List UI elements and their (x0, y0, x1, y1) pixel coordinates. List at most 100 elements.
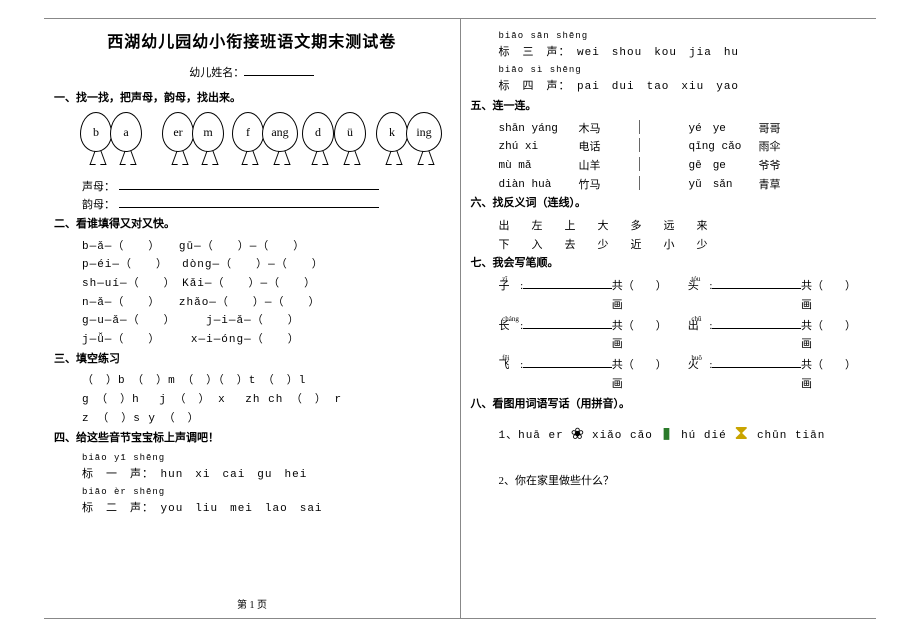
s1-heading: 一、找一找，把声母，韵母，找出来。 (54, 89, 450, 108)
s7-blank[interactable] (523, 318, 612, 329)
s7-row: 长cháng: 共（ ）画 出chū: 共（ ）画 (499, 317, 867, 354)
s5-word: 电话 (579, 138, 629, 157)
s5-pinyin: yǔ sǎn (689, 176, 759, 195)
s7-blank[interactable] (712, 357, 801, 368)
s7-row: 子zǐ: 共（ ）画 头tóu: 共（ ）画 (499, 277, 867, 314)
page-footer: 第 1 页 (44, 597, 460, 614)
s5-pinyin: shān yáng (499, 120, 579, 139)
shengmu-label: 声母： (82, 181, 115, 193)
s5-sep (639, 176, 679, 190)
s5-word: 爷爷 (759, 157, 809, 176)
title: 西湖幼儿园幼小衔接班语文期末测试卷 (54, 29, 450, 56)
balloon-tail (317, 151, 328, 165)
s4-text: 标 四 声： pai dui tao xiu yao (471, 78, 867, 97)
s5-word: 木马 (579, 120, 629, 139)
s7-gong: 共（ ）画 (801, 277, 866, 314)
balloon: ü (334, 112, 366, 152)
s5-word: 山羊 (579, 157, 629, 176)
s8-word: 1、huā er (499, 430, 564, 442)
s8-heading: 八、看图用词语写话（用拼音）。 (471, 395, 867, 414)
balloon-tail (349, 151, 360, 165)
balloon: ang (262, 112, 298, 152)
s5-word: 竹马 (579, 176, 629, 195)
balloon: k (376, 112, 408, 152)
balloon-tail (125, 151, 136, 165)
s5-row: diàn huà竹马 yǔ sǎn青草 (499, 176, 867, 195)
balloon: ing (406, 112, 442, 152)
s5-pinyin: gē ge (689, 157, 759, 176)
balloon-tail (423, 151, 434, 165)
s4-heading: 四、给这些音节宝宝标上声调吧！ (54, 429, 450, 448)
s2-row: b—ǎ—（ ） gū—（ ）—（ ） (54, 238, 450, 257)
shengmu-blank[interactable] (119, 179, 379, 190)
s4-pinyin: biāo yī shēng (54, 451, 450, 466)
s5-row: shān yáng木马 yé ye哥哥 (499, 120, 867, 139)
s8-line2: 2、你在家里做些什么？ (471, 472, 867, 491)
balloon: m (192, 112, 224, 152)
s5-word: 雨伞 (759, 138, 809, 157)
s4-text: 标 一 声： hun xi cai gu hei (54, 466, 450, 485)
s7-row: 飞fēi: 共（ ）画 火huǒ: 共（ ）画 (499, 356, 867, 393)
s2-row: g—u—ǎ—（ ） j—i—ǎ—（ ） (54, 312, 450, 331)
balloon: f (232, 112, 264, 152)
s7-blank[interactable] (523, 278, 612, 289)
s5-row: mù mǎ山羊 gē ge爷爷 (499, 157, 867, 176)
s2-heading: 二、看谁填得又对又快。 (54, 215, 450, 234)
balloon: d (302, 112, 334, 152)
grass-icon: ▮ (660, 423, 673, 446)
s6-row: 下 入 去 少 近 小 少 (471, 236, 867, 255)
s7-blank[interactable] (712, 318, 801, 329)
name-line: 幼儿姓名： (54, 64, 450, 83)
s7-blank[interactable] (523, 357, 612, 368)
s7-gong: 共（ ）画 (612, 277, 677, 314)
s6-row: 出 左 上 大 多 远 来 (471, 217, 867, 236)
s5-word: 哥哥 (759, 120, 809, 139)
butterfly-icon: ⧗ (734, 423, 749, 446)
s8-word: chūn tiān (757, 430, 825, 442)
s5-pinyin: qīng cǎo (689, 138, 759, 157)
flower-icon: ❀ (571, 423, 584, 446)
name-blank[interactable] (244, 65, 314, 76)
balloon-tail (177, 151, 188, 165)
s3-row: g （ ）h j （ ） x zh ch （ ） r (54, 391, 450, 410)
s5-row: zhú xi电话 qīng cǎo雨伞 (499, 138, 867, 157)
s7-blank[interactable] (712, 278, 801, 289)
s7-gong: 共（ ）画 (801, 317, 866, 354)
left-column: 西湖幼儿园幼小衔接班语文期末测试卷 幼儿姓名： 一、找一找，把声母，韵母，找出来… (44, 19, 460, 618)
s8-line1: 1、huā er ❀ xiǎo cǎo ▮ hú dié ⧗ chūn tiān (471, 418, 867, 452)
yunmu-line: 韵母： (54, 196, 450, 215)
name-label: 幼儿姓名： (189, 67, 244, 79)
s7-gong: 共（ ）画 (612, 356, 677, 393)
balloon: b (80, 112, 112, 152)
s2-row: p—éi—（ ） dòng—（ ）—（ ） (54, 256, 450, 275)
balloon: a (110, 112, 142, 152)
balloon-tail (279, 151, 290, 165)
s5-pinyin: zhú xi (499, 138, 579, 157)
balloon-tail (247, 151, 258, 165)
s4-text: 标 二 声： you liu mei lao sai (54, 500, 450, 519)
balloon: er (162, 112, 194, 152)
s7-gong: 共（ ）画 (801, 356, 866, 393)
s5-sep (639, 120, 679, 134)
s2-row: n—ǎ—（ ） zhǎo—（ ）—（ ） (54, 294, 450, 313)
s8-word: hú dié (681, 430, 727, 442)
yunmu-blank[interactable] (119, 197, 379, 208)
balloon-tail (95, 151, 106, 165)
s4-pinyin: biāo sān shēng (471, 29, 867, 44)
balloon-tail (207, 151, 218, 165)
s5-pinyin: mù mǎ (499, 157, 579, 176)
yunmu-label: 韵母： (82, 199, 115, 211)
s5-word: 青草 (759, 176, 809, 195)
s3-row: z （ ）s y （ ） (54, 410, 450, 429)
s6-heading: 六、找反义词（连线）。 (471, 194, 867, 213)
s5-sep (639, 157, 679, 171)
s4-pinyin: biāo èr shēng (54, 485, 450, 500)
s2-row: sh—uí—（ ） Kǎi—（ ）—（ ） (54, 275, 450, 294)
s2-row: j—ǚ—（ ） x—i—óng—（ ） (54, 331, 450, 350)
s5-pinyin: yé ye (689, 120, 759, 139)
balloon-tail (391, 151, 402, 165)
s3-heading: 三、填空练习 (54, 350, 450, 369)
s5-pinyin: diàn huà (499, 176, 579, 195)
right-column: biāo sān shēng 标 三 声： wei shou kou jia h… (461, 19, 877, 618)
balloon-row: b a er m f ang d ü k ing (80, 112, 450, 176)
